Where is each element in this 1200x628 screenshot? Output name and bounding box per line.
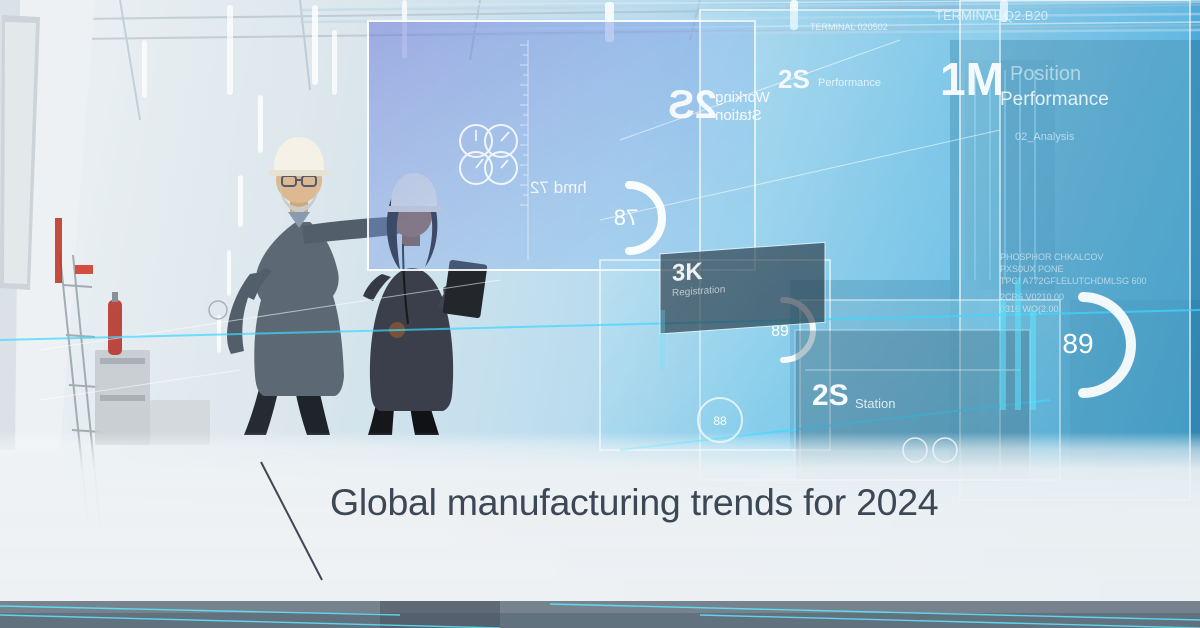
svg-text:Global manufacturing trends fo: Global manufacturing trends for 2024 (330, 481, 938, 523)
